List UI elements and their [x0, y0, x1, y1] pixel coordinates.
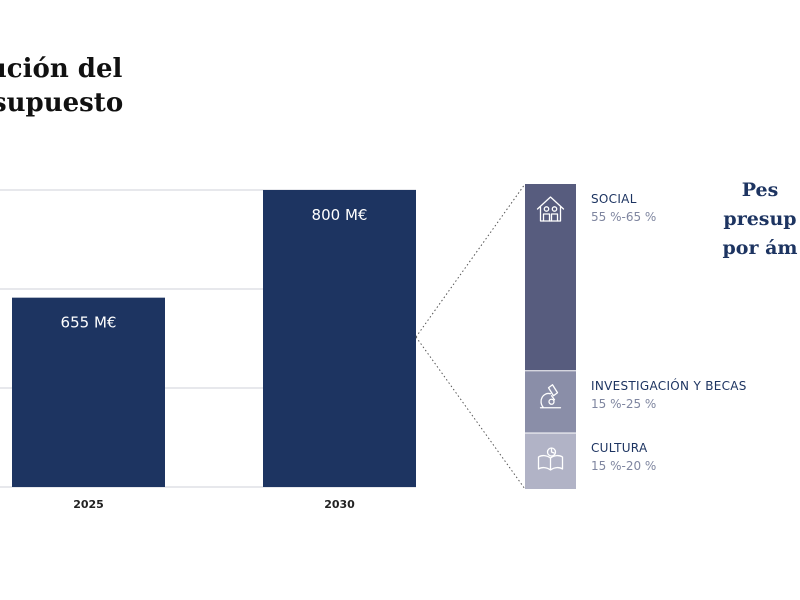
legend-item-cultura: CULTURA 15 %-20 % — [591, 439, 656, 475]
category-label-2030: 2030 — [324, 498, 355, 511]
legend-range: 55 %-65 % — [591, 210, 657, 224]
side-title: Pes presup por ám — [680, 176, 800, 263]
legend-item-investigacion: INVESTIGACIÓN Y BECAS 15 %-25 % — [591, 377, 747, 413]
connector-lines — [415, 183, 526, 490]
connector-line — [415, 183, 526, 338]
side-title-line-1: Pes — [741, 179, 779, 201]
value-label-2025: 655 M€ — [61, 314, 117, 332]
legend-range: 15 %-20 % — [591, 458, 657, 473]
microscope-icon — [539, 384, 562, 409]
side-title-line-2: presup — [723, 208, 797, 230]
legend-name: INVESTIGACIÓN Y BECAS — [591, 378, 747, 393]
value-label-2030: 800 M€ — [312, 206, 368, 224]
legend-range: 15 %-25 % — [591, 396, 657, 411]
legend-item-social: SOCIAL 55 %-65 % — [591, 190, 656, 226]
bar-2025 — [12, 297, 165, 487]
book-icon — [537, 447, 564, 471]
side-title-line-3: por ám — [722, 237, 798, 259]
segment-investigacion — [525, 370, 576, 433]
house-people-icon — [536, 196, 565, 222]
bar-group — [12, 190, 416, 487]
category-label-2025: 2025 — [73, 498, 104, 511]
stacked-bar — [525, 184, 576, 489]
segment-social — [525, 184, 576, 371]
chart-title: lución del supuesto — [0, 52, 123, 120]
segment-icons — [536, 196, 565, 471]
legend-name: CULTURA — [591, 440, 648, 455]
chart-title-line-1: lución del — [0, 54, 123, 84]
bar-2030 — [263, 190, 416, 487]
data-labels: 655 M€ 800 M€ 2025 2030 — [61, 206, 368, 511]
legend-name: SOCIAL — [591, 192, 637, 206]
connector-line — [415, 336, 526, 490]
chart-title-line-2: supuesto — [0, 88, 124, 118]
